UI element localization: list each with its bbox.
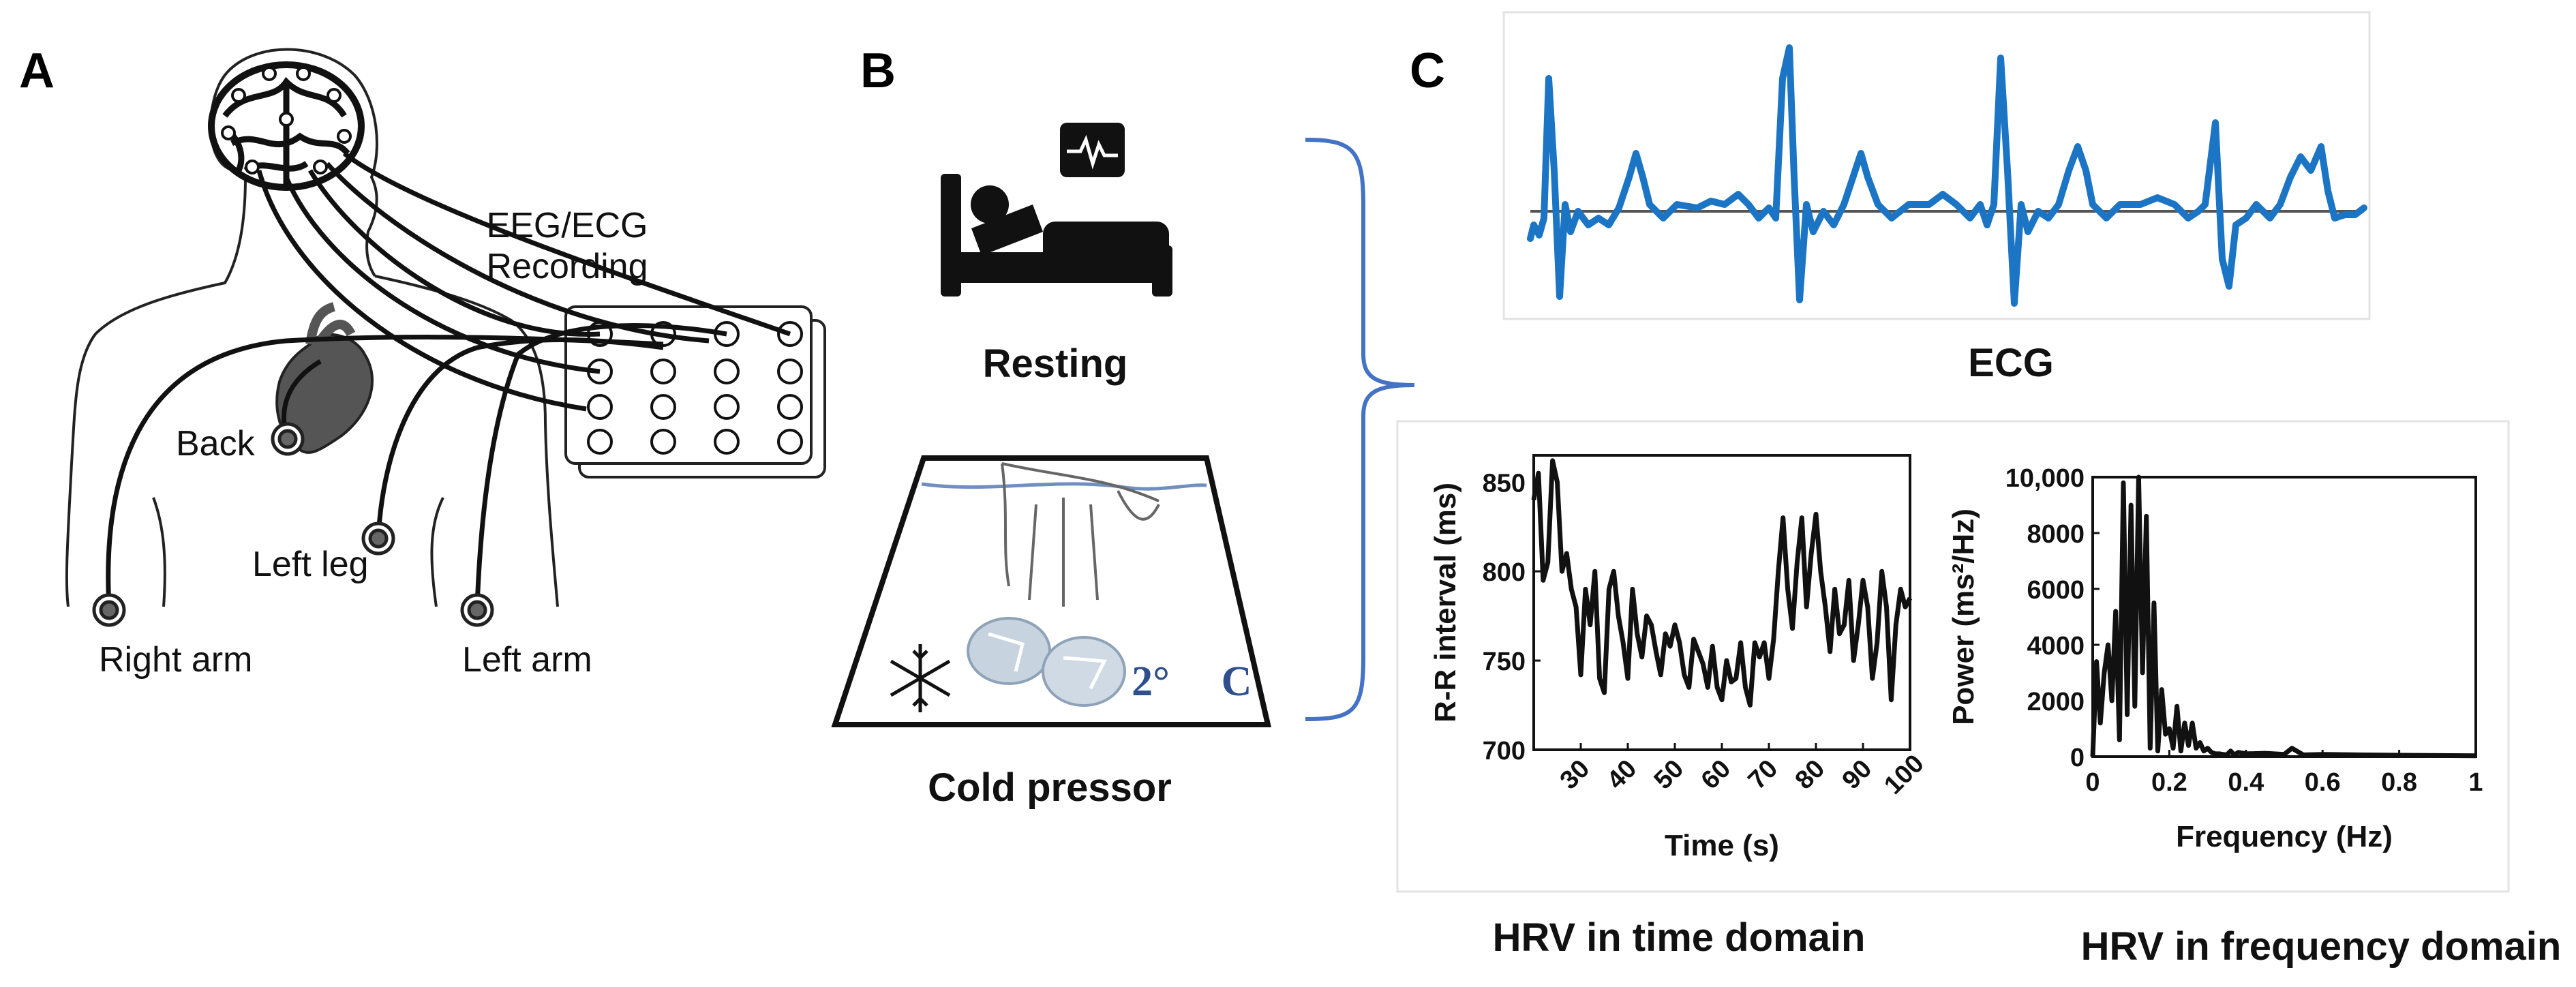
- time-y-tick-label: 850: [1483, 469, 1526, 498]
- freq-y-tick-label: 0: [2070, 744, 2085, 772]
- electrode-wires: [106, 151, 791, 607]
- time-x-tick-label: 100: [1879, 749, 1930, 800]
- cold-pressor-label: Cold pressor: [928, 765, 1172, 810]
- freq-y-tick-label: 8000: [2027, 520, 2085, 549]
- freq-series-line: [2090, 474, 2476, 759]
- ecg-trace: [1527, 44, 2367, 307]
- panel-letter-b: B: [860, 44, 896, 98]
- brain-illustration: [208, 61, 365, 191]
- time-series-line: [1531, 458, 1913, 708]
- time-y-tick-label: 750: [1483, 648, 1526, 676]
- time-x-tick-label: 70: [1743, 755, 1784, 795]
- freq-x-tick-label: 0.6: [2305, 768, 2341, 797]
- temperature-value: 2°: [1132, 658, 1170, 705]
- electrode-pads: [92, 422, 494, 627]
- freq-x-axis-title: Frequency (Hz): [2176, 820, 2393, 853]
- time-x-tick-label: 30: [1555, 755, 1596, 795]
- panel-letter-c: C: [1410, 44, 1445, 98]
- freq-x-tick-label: 0.2: [2151, 768, 2187, 797]
- heart-illustration: [275, 302, 374, 454]
- time-y-tick-label: 700: [1483, 737, 1526, 765]
- temperature-unit: C: [1222, 658, 1252, 705]
- hrv-freq-label: HRV in frequency domain: [2081, 924, 2562, 969]
- electrode-label-left-arm: Left arm: [462, 640, 592, 680]
- time-x-axis-title: Time (s): [1665, 829, 1779, 862]
- time-x-tick-label: 40: [1602, 755, 1643, 795]
- time-x-tick-label: 60: [1696, 755, 1737, 795]
- recording-label-line2: Recording: [486, 247, 648, 286]
- time-y-tick-label: 800: [1483, 558, 1526, 587]
- hrv-time-label: HRV in time domain: [1493, 915, 1866, 960]
- time-x-tick-label: 50: [1649, 755, 1690, 795]
- freq-y-tick-label: 6000: [2027, 576, 2085, 605]
- freq-x-tick-label: 0.8: [2381, 768, 2417, 797]
- freq-y-axis-title: Power (ms²/Hz): [1947, 508, 1980, 725]
- time-x-tick-label: 80: [1790, 755, 1831, 795]
- freq-x-tick-label: 1: [2468, 768, 2483, 797]
- heart-monitor-icon: [1060, 123, 1125, 177]
- freq-y-tick-label: 10,000: [2005, 464, 2085, 493]
- bed-icon: [941, 174, 1172, 297]
- recording-label-line1: EEG/ECG: [487, 206, 648, 245]
- freq-x-tick-label: 0: [2085, 768, 2100, 797]
- recording-device: [564, 305, 826, 479]
- electrode-label-left-leg: Left leg: [252, 545, 369, 584]
- snowflake-icon: [890, 644, 951, 712]
- time-x-tick-label: 90: [1837, 755, 1878, 795]
- cold-pressor-basin: 2° C: [831, 455, 1272, 727]
- ice-cubes: [967, 617, 1126, 707]
- time-y-axis-title: R-R interval (ms): [1429, 483, 1462, 723]
- electrode-label-back: Back: [176, 424, 256, 464]
- resting-label: Resting: [983, 341, 1128, 386]
- ecg-label: ECG: [1968, 341, 2054, 385]
- bracket: [1305, 138, 1415, 721]
- panel-letter-a: A: [19, 44, 55, 98]
- freq-x-tick-label: 0.4: [2228, 768, 2264, 797]
- freq-y-tick-label: 2000: [2027, 688, 2085, 716]
- electrode-label-right-arm: Right arm: [99, 640, 252, 680]
- freq-y-tick-label: 4000: [2027, 632, 2085, 660]
